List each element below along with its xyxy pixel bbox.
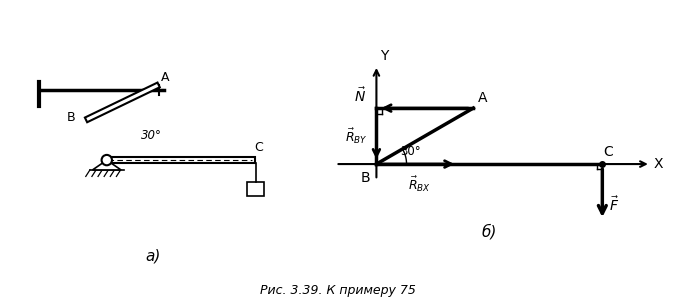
Text: б): б) <box>482 224 497 239</box>
Polygon shape <box>85 83 160 122</box>
Text: X: X <box>654 157 664 171</box>
Text: B: B <box>67 111 76 124</box>
Text: A: A <box>477 91 487 105</box>
Text: $\vec{R}_{BY}$: $\vec{R}_{BY}$ <box>345 126 368 146</box>
Polygon shape <box>92 160 121 170</box>
Text: A: A <box>161 71 169 84</box>
Circle shape <box>102 155 112 165</box>
Text: Y: Y <box>379 49 388 63</box>
Text: C: C <box>254 141 263 153</box>
Text: 30°: 30° <box>400 145 421 158</box>
Text: 30°: 30° <box>140 129 161 142</box>
Polygon shape <box>104 157 254 163</box>
Text: C: C <box>603 145 613 159</box>
Text: B: B <box>360 170 370 184</box>
Text: $\vec{R}_{BX}$: $\vec{R}_{BX}$ <box>408 175 431 194</box>
Text: Рис. 3.39. К примеру 75: Рис. 3.39. К примеру 75 <box>260 283 415 297</box>
Bar <box>248 182 265 196</box>
Text: $\vec{N}$: $\vec{N}$ <box>354 86 366 105</box>
Text: а): а) <box>146 249 161 264</box>
Text: $\vec{F}$: $\vec{F}$ <box>609 195 619 214</box>
